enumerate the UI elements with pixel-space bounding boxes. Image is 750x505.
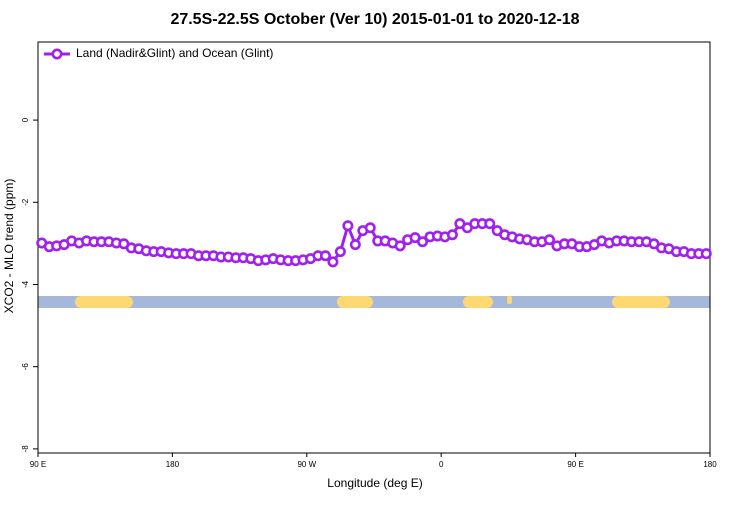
- legend-label: Land (Nadir&Glint) and Ocean (Glint): [76, 46, 273, 60]
- y-tick-label: 0: [21, 117, 30, 122]
- data-point: [319, 250, 331, 262]
- x-tick-label: 180: [166, 460, 180, 469]
- data-point: [327, 256, 339, 268]
- data-point: [446, 229, 458, 241]
- data-point: [543, 234, 555, 246]
- data-point: [334, 246, 346, 258]
- y-tick-label: -2: [21, 198, 30, 206]
- y-axis-label: XCO2 - MLO trend (ppm): [2, 179, 16, 314]
- data-point: [700, 248, 712, 260]
- data-point: [349, 239, 361, 251]
- land-segment: [463, 296, 493, 308]
- x-tick-label: 90 W: [297, 460, 316, 469]
- x-tick-label: 90 E: [567, 460, 583, 469]
- ocean-strip: [38, 296, 710, 308]
- data-point: [394, 240, 406, 252]
- data-point: [364, 222, 376, 234]
- x-tick-label: 90 E: [30, 460, 46, 469]
- x-tick-label: 0: [439, 460, 444, 469]
- y-tick-label: -8: [21, 445, 30, 453]
- data-point: [342, 220, 354, 232]
- data-point: [417, 236, 429, 248]
- y-tick-label: -4: [21, 280, 30, 288]
- data-point: [484, 218, 496, 230]
- surface-strip: [38, 296, 710, 308]
- land-segment: [612, 296, 670, 308]
- plot-frame: [37, 41, 711, 454]
- chart-title: 27.5S-22.5S October (Ver 10) 2015-01-01 …: [170, 11, 579, 28]
- legend-marker: [51, 48, 63, 60]
- x-axis-label: Longitude (deg E): [327, 476, 422, 490]
- land-segment: [75, 296, 133, 308]
- land-segment: [507, 296, 512, 304]
- land-segment: [337, 296, 373, 308]
- y-tick-label: -6: [21, 363, 30, 371]
- x-tick-label: 180: [703, 460, 717, 469]
